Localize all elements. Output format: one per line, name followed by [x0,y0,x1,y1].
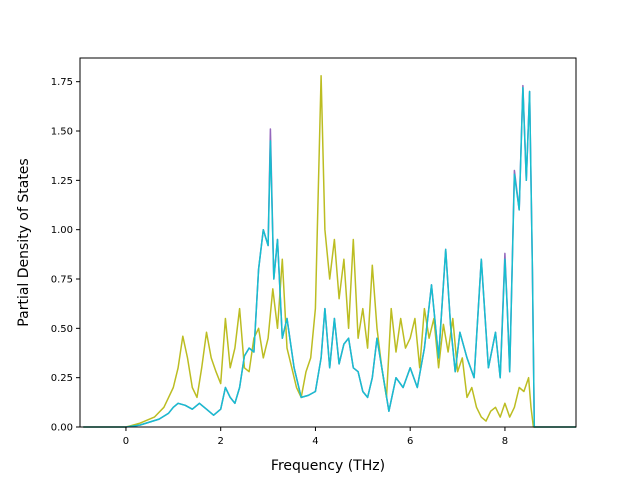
x-axis-label: Frequency (THz) [271,458,385,474]
plot-background [80,58,576,427]
y-tick-label: 0.25 [51,373,73,384]
y-tick-label: 0.50 [51,324,73,335]
x-tick-label: 0 [123,436,129,447]
y-tick-label: 0.00 [51,423,73,434]
series-layer [83,75,576,428]
y-tick-label: 1.25 [51,176,73,187]
y-tick-label: 1.50 [51,127,73,138]
plot-area [79,57,577,428]
series-line-2 [83,75,576,428]
y-tick-label: 0.75 [51,275,73,286]
y-tick-label: 1.00 [51,225,73,236]
y-axis-label: Partial Density of States [16,158,32,326]
series-line-3 [83,86,576,428]
x-tick-label: 4 [312,436,318,447]
y-axis-ticks: 0.00 0.25 0.50 0.75 1.00 1.25 1.50 1.75 [51,77,80,434]
axes-frame [79,57,577,428]
x-tick-label: 6 [407,436,413,447]
x-tick-label: 2 [218,436,224,447]
y-tick-label: 1.75 [51,77,73,88]
x-axis-ticks: 0 2 4 6 8 [123,427,508,447]
x-tick-label: 8 [502,436,508,447]
